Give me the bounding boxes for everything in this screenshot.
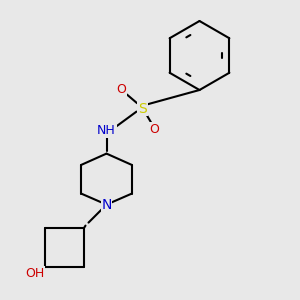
Text: N: N (101, 198, 112, 212)
Text: OH: OH (25, 267, 44, 280)
Text: S: S (138, 102, 147, 116)
Text: O: O (117, 82, 126, 96)
Text: NH: NH (97, 124, 116, 137)
Text: O: O (150, 123, 159, 136)
